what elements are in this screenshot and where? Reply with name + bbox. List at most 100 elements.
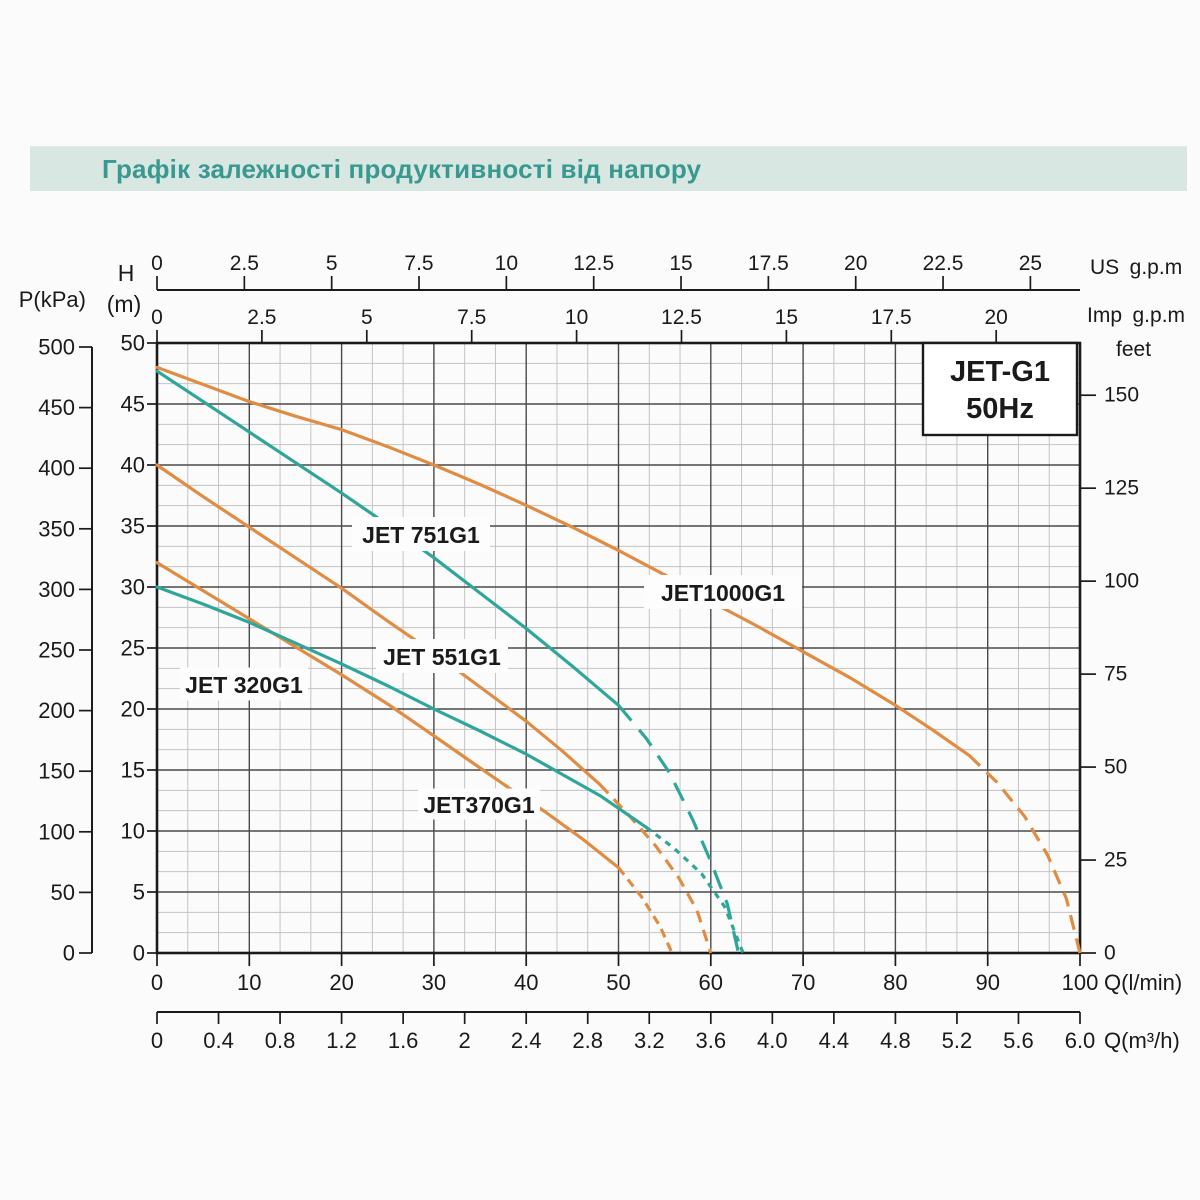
svg-text:1.2: 1.2 [326, 1028, 357, 1053]
svg-text:15: 15 [669, 252, 692, 275]
svg-text:0: 0 [63, 941, 75, 966]
svg-text:50: 50 [1104, 756, 1127, 779]
curve-jet1000g1 [155, 365, 1082, 954]
svg-text:Imp g.p.m: Imp g.p.m [1087, 304, 1185, 327]
svg-text:feet: feet [1116, 338, 1151, 361]
curve-jet370g1 [155, 561, 674, 954]
svg-text:22.5: 22.5 [923, 252, 964, 275]
svg-text:50: 50 [606, 970, 630, 995]
svg-text:4.8: 4.8 [880, 1028, 911, 1053]
svg-text:0: 0 [151, 306, 163, 329]
us-gpm-axis: 0 2.5 5 7.5 10 12.5 15 17.5 20 22.5 25 US g.p.m [151, 252, 1182, 291]
curve-label-jet370g1: JET370G1 [418, 788, 540, 820]
svg-text:JET1000G1: JET1000G1 [661, 580, 785, 606]
svg-text:5: 5 [133, 880, 145, 905]
svg-text:25: 25 [1104, 849, 1127, 872]
svg-text:US g.p.m: US g.p.m [1090, 256, 1182, 279]
svg-text:15: 15 [775, 306, 798, 329]
curve-label-jet1000g1: JET1000G1 [644, 575, 802, 609]
svg-text:50Hz: 50Hz [966, 393, 1034, 425]
svg-text:H: H [118, 260, 135, 286]
svg-text:12.5: 12.5 [661, 306, 702, 329]
svg-text:200: 200 [38, 698, 75, 723]
svg-text:20: 20 [844, 252, 867, 275]
svg-text:0: 0 [151, 252, 163, 275]
curve-jet-551g1 [155, 463, 713, 954]
svg-text:JET-G1: JET-G1 [950, 356, 1050, 388]
svg-text:17.5: 17.5 [871, 306, 912, 329]
svg-text:7.5: 7.5 [457, 306, 486, 329]
svg-text:2: 2 [459, 1028, 471, 1053]
curve-label-jet-551g1: JET 551G1 [376, 639, 508, 673]
svg-text:50: 50 [51, 880, 75, 905]
svg-text:10: 10 [565, 306, 588, 329]
svg-text:100: 100 [1062, 970, 1099, 995]
curve-jet-320g1 [155, 585, 745, 954]
svg-text:15: 15 [121, 758, 145, 783]
svg-text:350: 350 [38, 516, 75, 541]
svg-text:4.4: 4.4 [819, 1028, 850, 1053]
svg-text:400: 400 [38, 456, 75, 481]
svg-text:30: 30 [121, 575, 145, 600]
svg-text:0: 0 [1104, 942, 1116, 965]
svg-text:30: 30 [422, 970, 446, 995]
svg-text:80: 80 [883, 970, 907, 995]
svg-text:0.8: 0.8 [265, 1028, 296, 1053]
svg-text:300: 300 [38, 577, 75, 602]
svg-text:100: 100 [38, 819, 75, 844]
svg-text:4.0: 4.0 [757, 1028, 788, 1053]
svg-text:5.2: 5.2 [942, 1028, 973, 1053]
svg-text:25: 25 [121, 636, 145, 661]
svg-text:20: 20 [985, 306, 1008, 329]
svg-text:60: 60 [699, 970, 723, 995]
svg-text:150: 150 [1104, 384, 1139, 407]
svg-text:JET 551G1: JET 551G1 [383, 644, 501, 670]
svg-text:50: 50 [121, 331, 145, 356]
svg-text:0: 0 [151, 1028, 163, 1053]
svg-text:70: 70 [791, 970, 815, 995]
svg-text:P(kPa): P(kPa) [19, 287, 86, 312]
svg-text:3.2: 3.2 [634, 1028, 665, 1053]
svg-text:75: 75 [1104, 663, 1127, 686]
curve-label-jet-751g1: JET 751G1 [352, 517, 490, 551]
svg-text:2.5: 2.5 [230, 252, 259, 275]
svg-text:1.6: 1.6 [388, 1028, 419, 1053]
svg-text:0.4: 0.4 [203, 1028, 234, 1053]
svg-text:250: 250 [38, 638, 75, 663]
svg-text:2.4: 2.4 [511, 1028, 542, 1053]
svg-text:5: 5 [361, 306, 373, 329]
svg-text:17.5: 17.5 [748, 252, 789, 275]
feet-axis: 150 125 100 75 50 25 0 feet [1080, 338, 1151, 965]
svg-text:25: 25 [1019, 252, 1042, 275]
svg-text:90: 90 [975, 970, 999, 995]
svg-text:10: 10 [495, 252, 518, 275]
svg-text:10: 10 [121, 819, 145, 844]
svg-text:150: 150 [38, 759, 75, 784]
page-title: Графік залежності продуктивності від нап… [102, 153, 702, 184]
svg-text:JET370G1: JET370G1 [423, 792, 534, 818]
svg-text:6.0: 6.0 [1065, 1028, 1096, 1053]
svg-text:35: 35 [121, 514, 145, 539]
svg-text:2.5: 2.5 [247, 306, 276, 329]
svg-text:5.6: 5.6 [1003, 1028, 1034, 1053]
svg-text:40: 40 [121, 453, 145, 478]
svg-text:JET 320G1: JET 320G1 [185, 672, 303, 698]
svg-text:Q(l/min): Q(l/min) [1104, 970, 1182, 995]
svg-text:Q(m³/h): Q(m³/h) [1104, 1028, 1180, 1053]
svg-text:(m): (m) [107, 291, 141, 317]
svg-text:500: 500 [38, 335, 75, 360]
svg-text:12.5: 12.5 [573, 252, 614, 275]
svg-text:20: 20 [329, 970, 353, 995]
svg-text:3.6: 3.6 [696, 1028, 727, 1053]
model-box: JET-G1 50Hz [921, 341, 1079, 437]
svg-text:5: 5 [326, 252, 338, 275]
svg-text:JET 751G1: JET 751G1 [362, 522, 480, 548]
svg-text:7.5: 7.5 [404, 252, 433, 275]
svg-text:0: 0 [133, 941, 145, 966]
q-lmin-axis: 0 10 20 30 40 50 60 70 80 90 100 Q(l/min) [151, 953, 1182, 995]
svg-text:2.8: 2.8 [572, 1028, 603, 1053]
svg-text:100: 100 [1104, 570, 1139, 593]
